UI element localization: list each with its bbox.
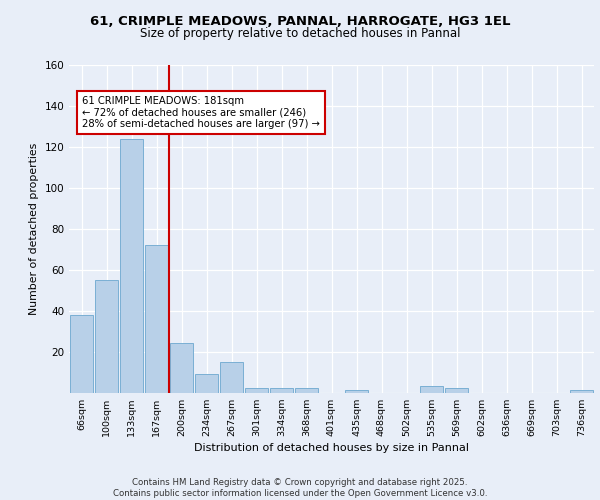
X-axis label: Distribution of detached houses by size in Pannal: Distribution of detached houses by size … [194,443,469,453]
Bar [270,388,293,392]
Y-axis label: Number of detached properties: Number of detached properties [29,142,39,315]
Bar [70,314,93,392]
Bar [345,390,368,392]
Bar [245,388,268,392]
Text: 61, CRIMPLE MEADOWS, PANNAL, HARROGATE, HG3 1EL: 61, CRIMPLE MEADOWS, PANNAL, HARROGATE, … [90,15,510,28]
Text: Contains HM Land Registry data © Crown copyright and database right 2025.
Contai: Contains HM Land Registry data © Crown c… [113,478,487,498]
Bar [195,374,218,392]
Bar [445,388,468,392]
Bar [570,390,593,392]
Bar [145,245,168,392]
Bar [420,386,443,392]
Text: 61 CRIMPLE MEADOWS: 181sqm
← 72% of detached houses are smaller (246)
28% of sem: 61 CRIMPLE MEADOWS: 181sqm ← 72% of deta… [82,96,320,129]
Bar [170,344,193,392]
Text: Size of property relative to detached houses in Pannal: Size of property relative to detached ho… [140,28,460,40]
Bar [120,138,143,392]
Bar [95,280,118,392]
Bar [220,362,243,392]
Bar [295,388,318,392]
